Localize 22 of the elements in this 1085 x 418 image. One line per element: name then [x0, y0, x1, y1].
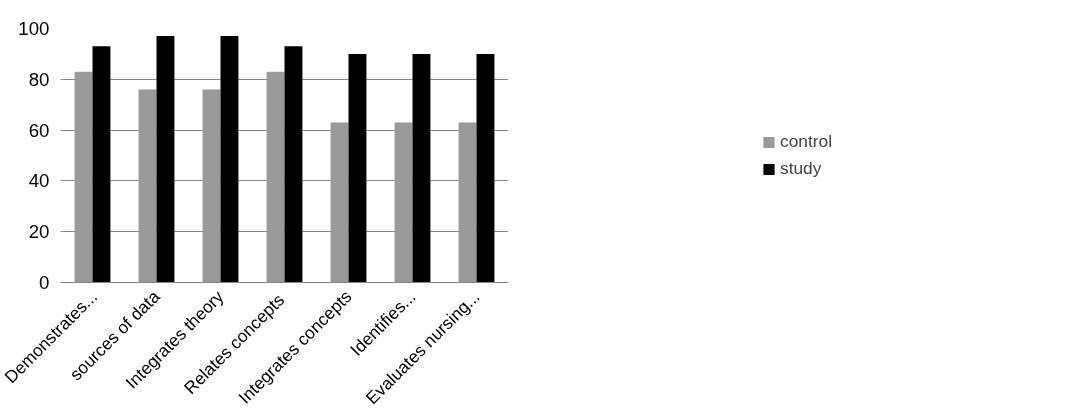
bar — [412, 53, 431, 283]
bar — [74, 71, 93, 283]
bar — [476, 53, 495, 283]
bar — [220, 36, 239, 283]
bar — [458, 122, 477, 283]
y-tick-label: 20 — [28, 221, 50, 243]
bar — [138, 89, 157, 283]
y-tick-label: 100 — [18, 18, 50, 39]
bar — [348, 53, 367, 283]
y-tick-label: 40 — [28, 170, 50, 192]
bar — [202, 89, 221, 283]
y-tick-label: 60 — [28, 119, 50, 141]
legend-label: control — [779, 131, 833, 152]
bar — [330, 122, 349, 283]
bar — [266, 71, 285, 283]
legend-label: study — [779, 158, 822, 179]
bar — [92, 46, 111, 283]
bar — [284, 46, 303, 283]
bar — [394, 122, 413, 283]
bar — [156, 36, 175, 283]
y-tick-label: 80 — [28, 68, 50, 90]
y-tick-label: 0 — [39, 272, 50, 293]
